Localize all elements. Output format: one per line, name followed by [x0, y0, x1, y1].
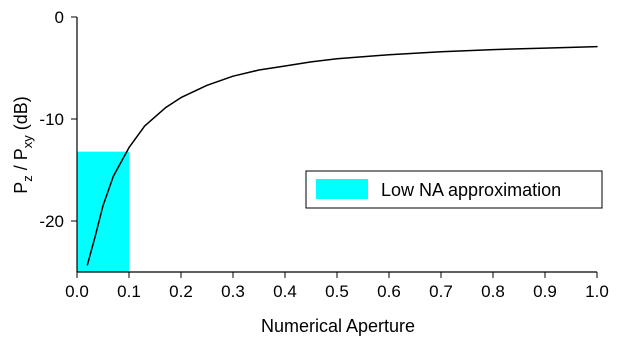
low-na-shaded-region [77, 151, 129, 272]
x-tick-label: 0.2 [169, 282, 193, 301]
series-layer [86, 45, 598, 266]
x-tick-label: 0.5 [325, 282, 349, 301]
x-tick-label: 0.0 [65, 282, 89, 301]
x-tick-label: 0.6 [377, 282, 401, 301]
y-axis-label-sub1: z [20, 175, 35, 182]
x-axis-label: Numerical Aperture [261, 316, 415, 336]
y-tick-label: -20 [39, 212, 64, 231]
y-axis-label-main: P [11, 182, 31, 194]
x-tick-label: 0.7 [429, 282, 453, 301]
x-tick-label: 0.8 [481, 282, 505, 301]
x-tick-label: 0.1 [117, 282, 141, 301]
x-tick-label: 0.9 [533, 282, 557, 301]
x-tick-label: 0.3 [221, 282, 245, 301]
legend-label: Low NA approximation [381, 180, 561, 200]
y-tick-label: 0 [55, 8, 64, 27]
y-axis-label: Pz / Pxy (dB) [11, 96, 35, 194]
y-axis-label-sep: / P [11, 148, 31, 175]
x-tick-label: 1.0 [585, 282, 609, 301]
ticks: 0.0 0.1 0.2 0.3 0.4 0.5 0.6 0.7 0.8 0.9 1.0 0 -10 -20 [39, 8, 608, 301]
x-tick-label: 0.4 [273, 282, 297, 301]
legend-swatch [316, 179, 368, 199]
y-tick-label: -10 [39, 110, 64, 129]
axes [76, 17, 597, 273]
y-axis-label-unit: (dB) [11, 96, 31, 135]
series-line [86, 45, 598, 266]
y-axis-label-sub2: xy [20, 135, 35, 149]
legend: Low NA approximation [305, 170, 603, 209]
shaded-region-layer [77, 151, 129, 272]
